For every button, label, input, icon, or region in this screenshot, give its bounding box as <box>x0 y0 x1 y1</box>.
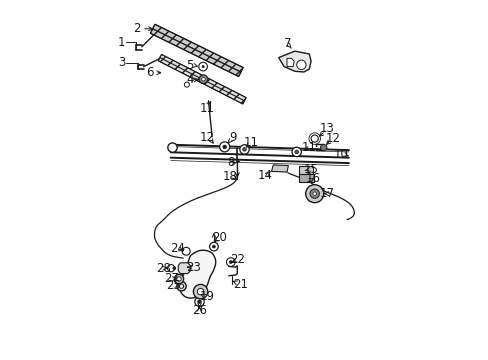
Circle shape <box>172 267 175 270</box>
Circle shape <box>201 77 205 81</box>
Text: 21: 21 <box>233 278 248 291</box>
Text: 1: 1 <box>118 36 125 49</box>
Circle shape <box>212 245 215 248</box>
Circle shape <box>239 145 249 154</box>
Text: 12: 12 <box>325 132 340 145</box>
Text: 23: 23 <box>185 261 201 274</box>
Circle shape <box>320 144 326 151</box>
Text: 6: 6 <box>146 66 154 79</box>
Polygon shape <box>150 24 243 77</box>
Circle shape <box>305 185 323 203</box>
Polygon shape <box>278 51 310 72</box>
Text: 25: 25 <box>165 279 180 292</box>
Circle shape <box>226 258 235 266</box>
Circle shape <box>184 82 189 87</box>
Circle shape <box>219 142 229 152</box>
Circle shape <box>294 150 298 154</box>
Circle shape <box>291 147 301 157</box>
Circle shape <box>310 135 318 142</box>
Circle shape <box>199 75 207 84</box>
Polygon shape <box>158 54 245 104</box>
Circle shape <box>177 277 181 281</box>
Text: 11: 11 <box>301 141 316 154</box>
Polygon shape <box>286 58 294 67</box>
Circle shape <box>242 148 246 151</box>
Text: 8: 8 <box>226 156 234 169</box>
Polygon shape <box>179 250 215 298</box>
Text: 10: 10 <box>333 148 348 161</box>
Circle shape <box>197 288 203 295</box>
Text: 12: 12 <box>199 131 214 144</box>
Text: 9: 9 <box>229 131 236 144</box>
Text: 7: 7 <box>284 37 291 50</box>
Circle shape <box>309 189 319 198</box>
Text: 13: 13 <box>319 122 334 135</box>
Circle shape <box>177 282 186 291</box>
Circle shape <box>167 265 174 272</box>
Circle shape <box>296 60 305 69</box>
Polygon shape <box>271 165 288 172</box>
Text: 5: 5 <box>186 59 193 72</box>
Text: 14: 14 <box>257 169 272 182</box>
Bar <box>298 166 312 174</box>
Text: 24: 24 <box>170 242 185 255</box>
Polygon shape <box>178 263 190 274</box>
Circle shape <box>182 247 190 255</box>
Circle shape <box>194 297 204 306</box>
Text: 18: 18 <box>222 170 237 183</box>
Circle shape <box>167 143 177 152</box>
Circle shape <box>193 284 207 299</box>
Text: 22: 22 <box>229 253 244 266</box>
Text: 4: 4 <box>185 73 193 86</box>
Text: 3: 3 <box>118 57 125 69</box>
Text: 2: 2 <box>132 22 140 35</box>
Text: 28: 28 <box>155 262 170 275</box>
Circle shape <box>209 242 218 251</box>
Circle shape <box>202 66 204 68</box>
Text: 17: 17 <box>319 187 334 200</box>
Text: 19: 19 <box>199 291 214 303</box>
Text: 15: 15 <box>303 163 318 176</box>
Circle shape <box>179 284 183 288</box>
Text: 16: 16 <box>305 172 320 185</box>
Text: 11: 11 <box>243 136 258 149</box>
Circle shape <box>199 62 207 71</box>
Text: 20: 20 <box>211 231 226 244</box>
Text: 11: 11 <box>199 102 214 114</box>
Circle shape <box>174 274 183 284</box>
Circle shape <box>197 300 201 303</box>
Bar <box>298 174 313 182</box>
Circle shape <box>229 261 232 264</box>
Circle shape <box>312 192 316 195</box>
Text: 26: 26 <box>192 304 206 317</box>
Circle shape <box>223 145 226 149</box>
Text: 27: 27 <box>164 273 179 285</box>
